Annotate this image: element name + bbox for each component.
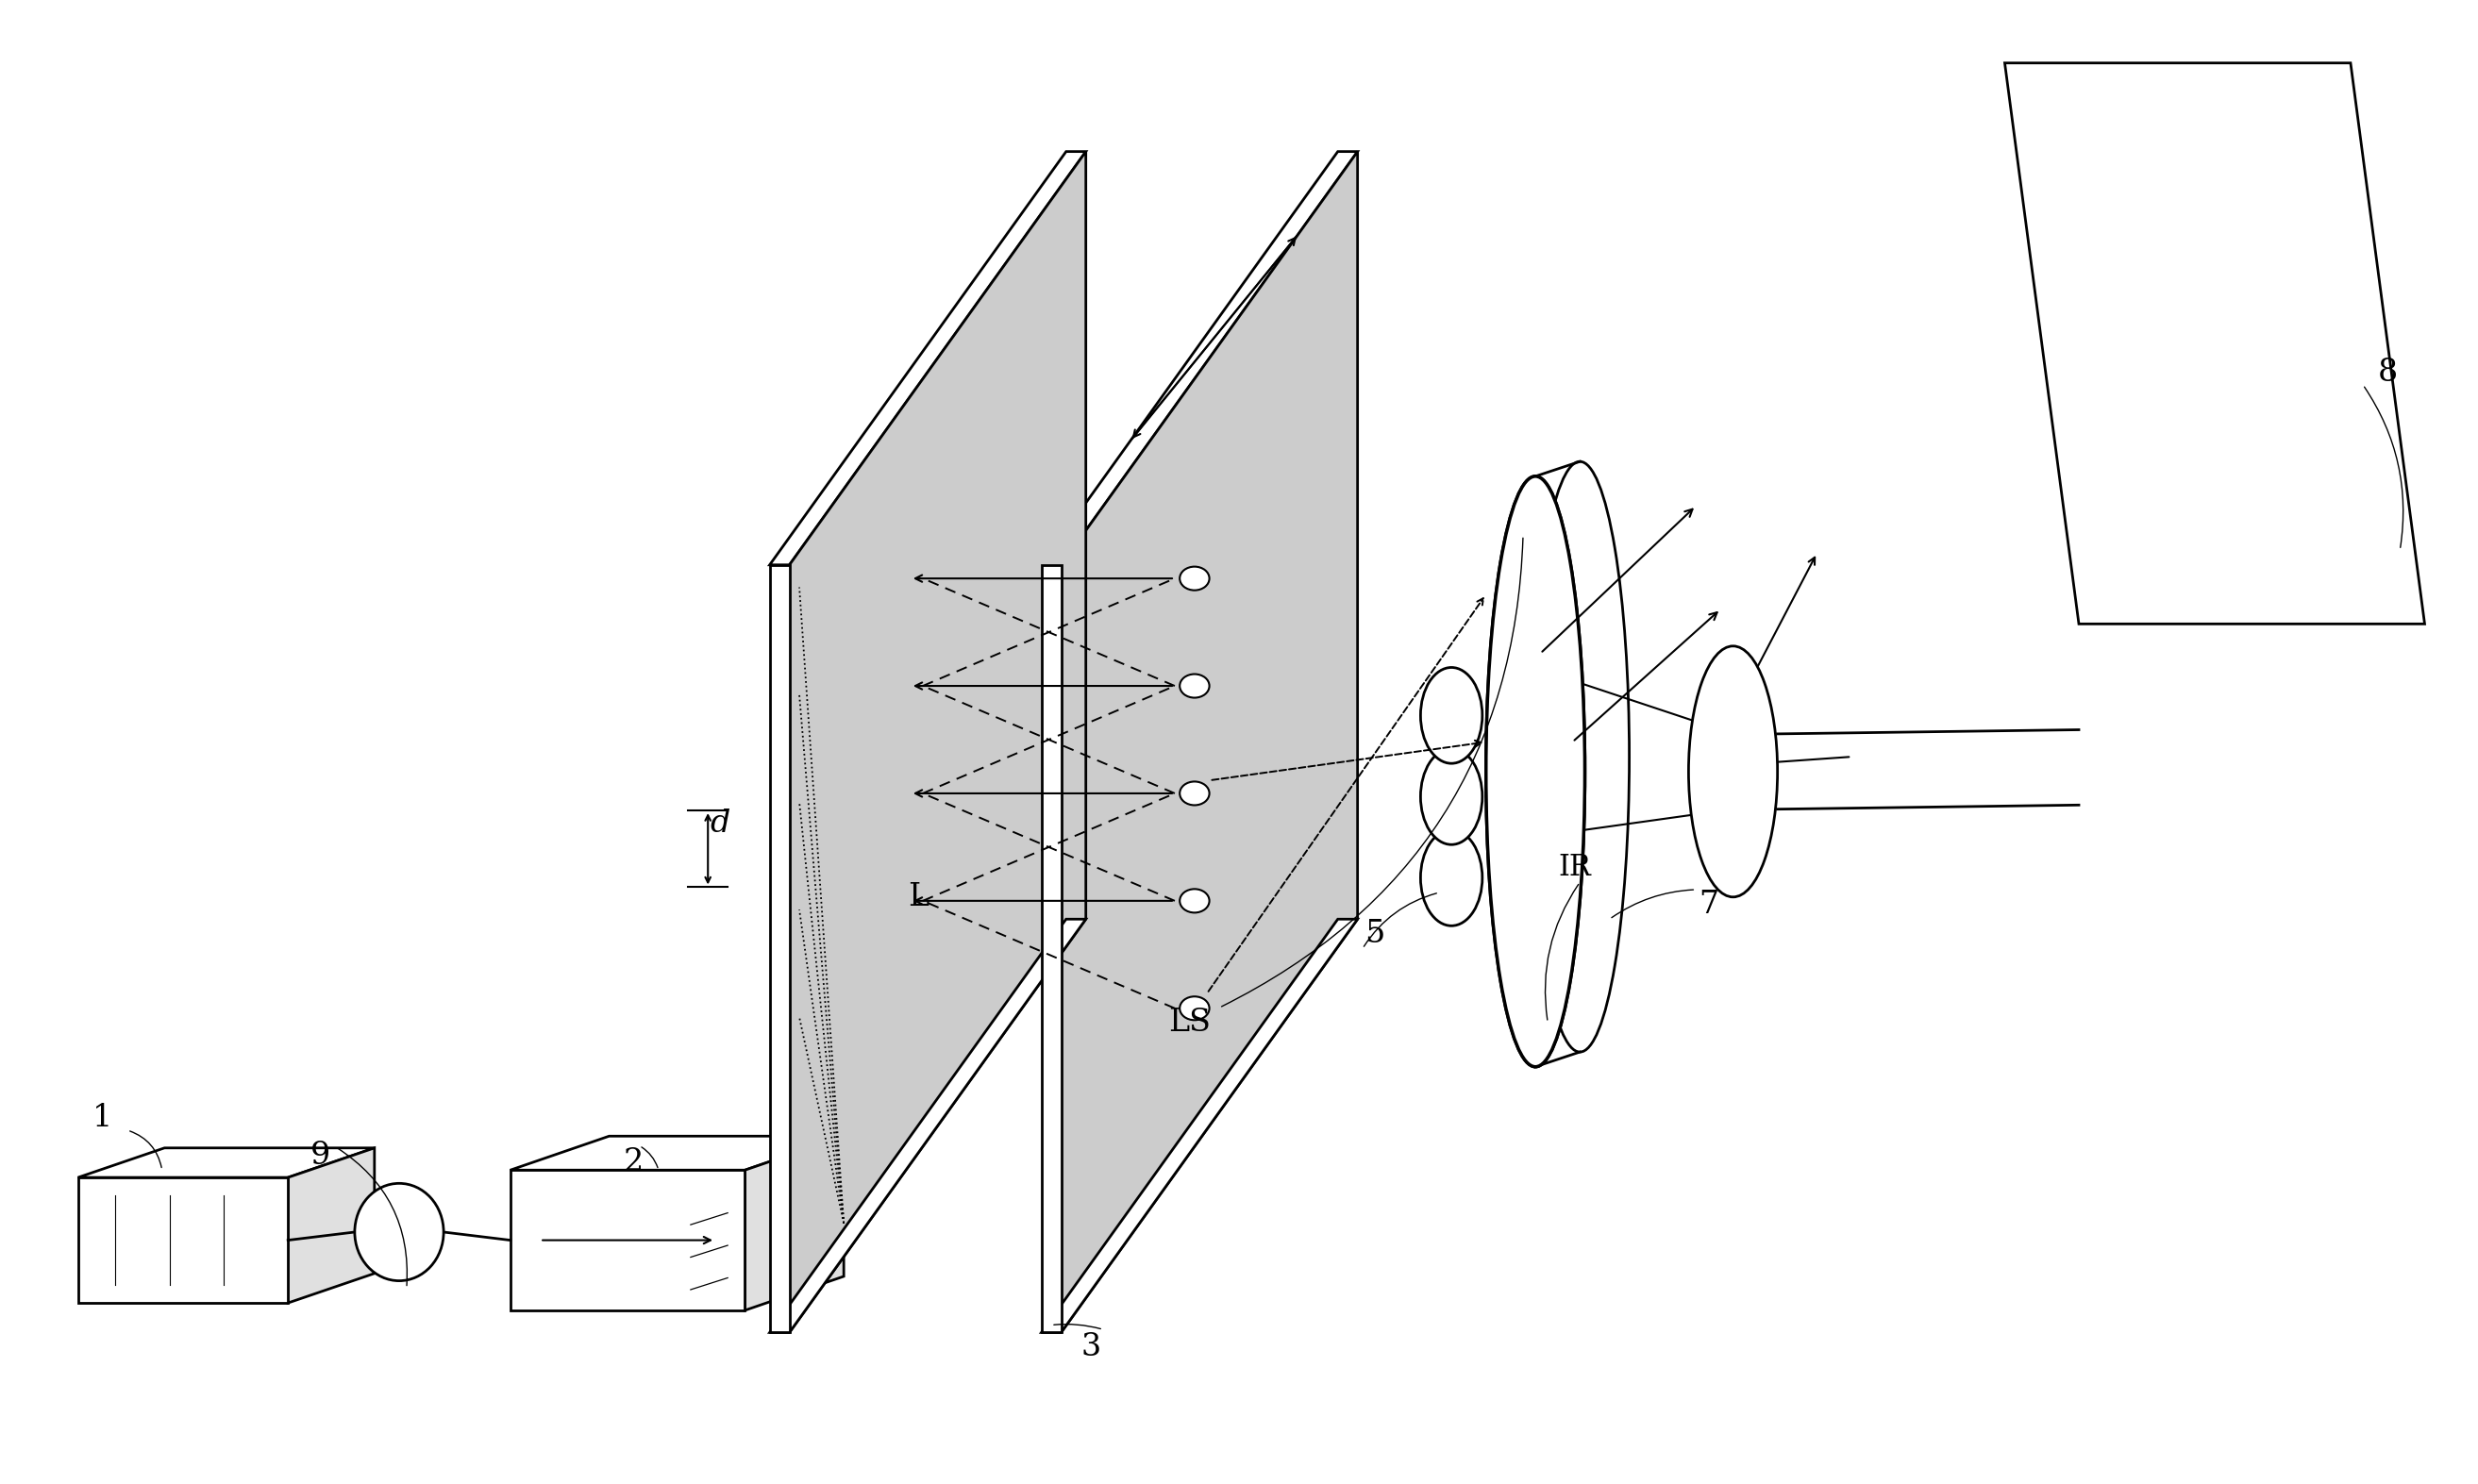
Polygon shape	[771, 151, 1085, 565]
Text: 8: 8	[2376, 358, 2399, 387]
Ellipse shape	[1180, 567, 1209, 591]
Ellipse shape	[1688, 646, 1777, 896]
Polygon shape	[746, 1137, 845, 1310]
Text: IR: IR	[1559, 853, 1591, 881]
Ellipse shape	[1180, 996, 1209, 1020]
Polygon shape	[77, 1149, 374, 1177]
Ellipse shape	[1420, 668, 1482, 763]
Text: 7: 7	[1697, 889, 1717, 920]
Polygon shape	[510, 1137, 845, 1169]
Text: 3: 3	[1080, 1333, 1100, 1362]
Ellipse shape	[1531, 462, 1628, 1052]
Ellipse shape	[1420, 830, 1482, 926]
Polygon shape	[1041, 565, 1061, 1333]
Ellipse shape	[1420, 748, 1482, 844]
Text: 5: 5	[1365, 919, 1385, 948]
Polygon shape	[287, 1149, 374, 1303]
Polygon shape	[771, 565, 790, 1333]
Ellipse shape	[1487, 476, 1586, 1067]
Text: LS: LS	[1167, 1008, 1212, 1037]
Text: d: d	[711, 809, 731, 838]
Polygon shape	[1041, 151, 1358, 565]
Polygon shape	[1061, 151, 1358, 1333]
Text: 9: 9	[310, 1140, 330, 1171]
Ellipse shape	[1487, 476, 1586, 1067]
Ellipse shape	[354, 1183, 444, 1281]
Text: L: L	[907, 881, 929, 913]
Polygon shape	[2005, 62, 2423, 623]
Text: 1: 1	[92, 1103, 114, 1134]
Polygon shape	[510, 1169, 746, 1310]
Polygon shape	[77, 1177, 287, 1303]
Polygon shape	[771, 919, 1085, 1333]
Text: 2: 2	[624, 1147, 644, 1178]
Ellipse shape	[1180, 782, 1209, 806]
Ellipse shape	[1180, 674, 1209, 697]
Polygon shape	[1041, 919, 1358, 1333]
Polygon shape	[790, 151, 1085, 1333]
Ellipse shape	[1180, 889, 1209, 913]
